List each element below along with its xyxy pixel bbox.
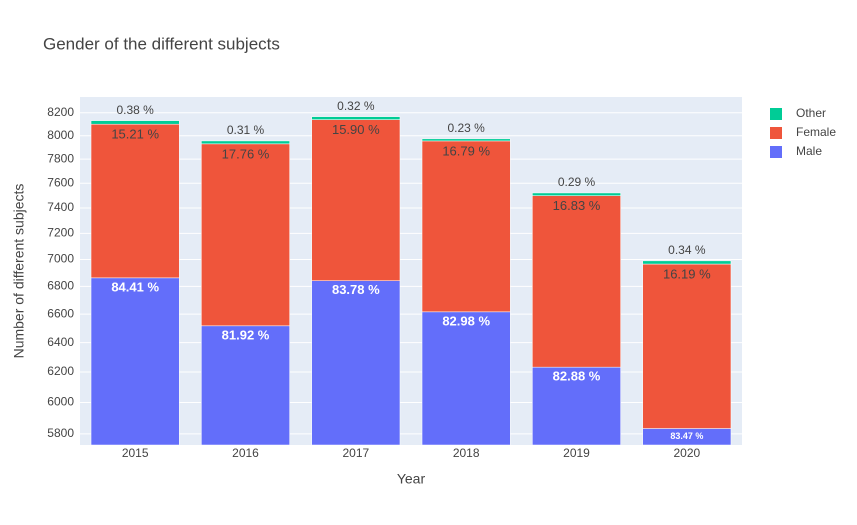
bar-segment [642,260,732,265]
x-tick-label: 2015 [122,446,149,460]
y-tick-label: 7400 [47,200,74,214]
x-tick-label: 2016 [232,446,259,460]
x-tick-label: 2017 [342,446,369,460]
data-label: 83.78 % [332,282,380,297]
data-label: 0.23 % [447,121,485,135]
data-label: 84.41 % [111,279,159,294]
bar-segment [532,366,621,446]
legend-swatch [770,108,782,120]
bar-segment [90,120,180,125]
bar-segment [642,263,732,429]
bar-segment [90,277,180,446]
x-tick-label: 2020 [673,446,700,460]
legend-swatch [770,146,782,158]
chart-title: Gender of the different subjects [43,34,280,53]
data-label: 82.98 % [442,313,490,328]
x-axis-title: Year [397,471,426,487]
y-tick-label: 5800 [47,426,74,440]
y-tick-label: 6800 [47,279,74,293]
data-label: 16.83 % [553,198,601,213]
bar-segment [311,280,401,446]
bar-segment [311,119,401,281]
y-tick-label: 7200 [47,226,74,240]
data-label: 82.88 % [553,369,601,384]
data-label: 0.38 % [116,103,154,117]
legend-label: Female [796,125,836,139]
y-tick-label: 7600 [47,175,74,189]
y-tick-label: 6000 [47,395,74,409]
x-tick-label: 2019 [563,446,590,460]
bar-segment [201,325,290,446]
bar-segment [421,138,511,142]
data-label: 0.32 % [337,99,375,113]
data-label: 0.31 % [227,123,265,137]
y-tick-label: 7800 [47,151,74,165]
bar-segment [421,140,511,313]
data-label: 83.47 % [670,431,703,441]
data-label: 81.92 % [222,327,270,342]
data-label: 16.79 % [442,143,490,158]
data-label: 15.90 % [332,122,380,137]
data-label: 0.29 % [558,175,596,189]
x-tick-label: 2018 [453,446,480,460]
plot-area [80,97,742,445]
data-label: 0.34 % [668,243,706,257]
legend-label: Male [796,144,822,158]
y-tick-label: 6400 [47,335,74,349]
bar-segment [201,143,290,327]
legend-label: Other [796,106,826,120]
y-tick-label: 8000 [47,128,74,142]
data-label: 16.19 % [663,266,711,281]
y-tick-label: 8200 [47,105,74,119]
bar-segment [532,192,621,196]
bar-segment [90,123,180,279]
bar-segment [201,140,290,145]
bar-segment [311,116,401,120]
data-label: 17.76 % [222,146,270,161]
bar-segment [421,311,511,446]
legend-swatch [770,127,782,139]
y-axis-title: Number of different subjects [11,184,27,359]
y-tick-label: 6200 [47,364,74,378]
bar-segment [532,195,621,368]
y-tick-label: 6600 [47,306,74,320]
data-label: 15.21 % [111,127,159,142]
y-tick-label: 7000 [47,252,74,266]
